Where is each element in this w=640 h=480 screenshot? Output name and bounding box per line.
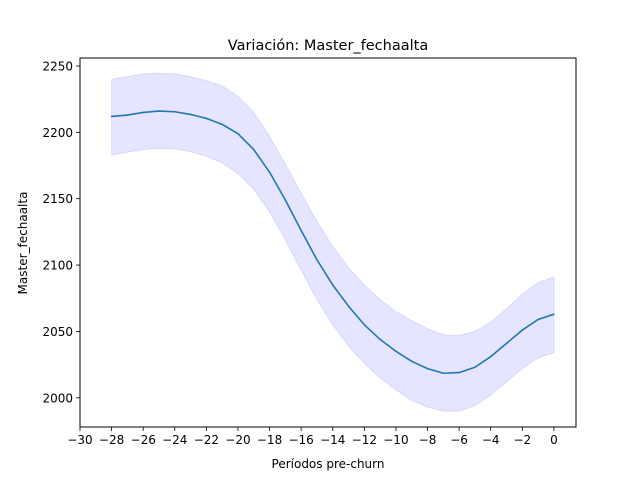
data-point [237,132,239,135]
data-point [410,360,413,363]
data-point [300,229,302,232]
data-point [489,355,492,358]
x-tick-label: −2 [513,433,531,447]
data-point [537,318,539,321]
plot-frame [79,57,577,428]
x-tick-label: −12 [352,433,377,447]
data-point [189,113,192,116]
x-tick-label: −8 [419,433,437,447]
x-tick-label: −10 [383,433,408,447]
data-point [173,110,176,113]
data-point [458,371,460,374]
x-tick-label: −22 [194,433,219,447]
data-point [442,372,445,375]
data-point [158,110,160,112]
x-tick-label: −20 [225,433,250,447]
data-point [331,284,334,286]
x-axis-title: Períodos pre-churn [272,457,385,471]
data-point [553,313,555,315]
y-tick-label: 2150 [42,192,73,206]
y-axis-title: Master_fechaalta [16,192,30,295]
data-point [521,329,524,331]
x-tick-label: −14 [320,433,345,447]
x-tick-label: −4 [482,433,500,447]
x-tick-label: −30 [67,433,92,447]
x-axis: −30 −28 −26 −24 −22 −20 −18 −16 −14 −12 −10 −8 −6 −4−… [67,427,558,447]
data-point [316,258,318,261]
plot-area [110,72,555,412]
data-point [347,305,350,308]
data-point [110,115,113,118]
data-point [363,323,366,326]
chart-title: Variación: Master_fechaalta [228,38,428,54]
y-tick-label: 2250 [42,59,73,73]
x-tick-label: −18 [257,433,282,447]
data-point [221,123,223,126]
data-point [268,171,271,173]
data-point [474,366,476,369]
confidence-band-0 [111,72,555,412]
data-point [426,367,429,370]
y-tick-label: 2050 [42,325,73,339]
data-point [505,342,508,345]
data-point [379,338,381,341]
x-tick-label: −6 [450,433,468,447]
x-tick-label: 0 [550,433,558,447]
data-point [395,350,397,353]
y-tick-label: 2000 [42,391,73,405]
data-point [252,148,255,151]
data-point [205,117,208,120]
y-axis: 2000 2050 2100 2150 2200 2250 [42,59,80,405]
x-tick-label: −16 [288,433,313,447]
x-tick-label: −28 [99,433,124,447]
y-tick-label: 2100 [42,259,73,273]
x-tick-label: −24 [162,433,187,447]
data-point [126,114,129,116]
y-tick-label: 2200 [42,126,73,140]
data-point [284,199,287,201]
x-tick-label: −26 [131,433,156,447]
data-point [142,111,144,114]
